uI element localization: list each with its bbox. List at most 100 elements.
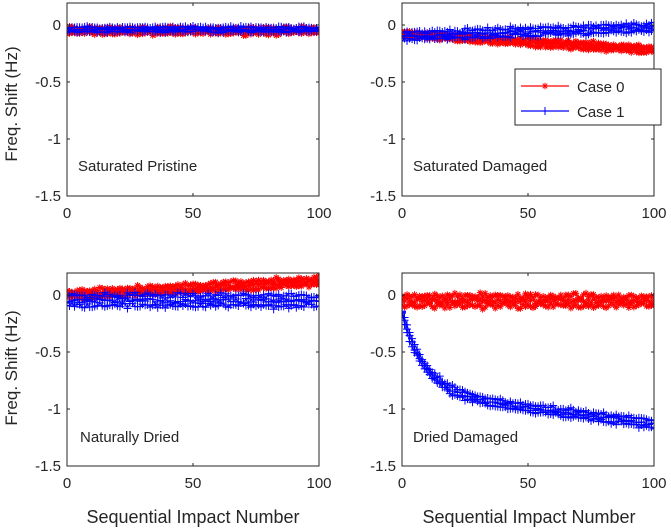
point-marker — [529, 304, 537, 312]
point-marker — [315, 23, 319, 32]
point-marker — [559, 39, 567, 47]
point-marker — [650, 415, 654, 424]
point-marker — [293, 276, 300, 284]
point-marker — [524, 292, 532, 299]
point-marker — [635, 294, 643, 302]
point-marker — [402, 293, 408, 301]
point-marker — [542, 36, 549, 44]
point-marker — [476, 289, 484, 296]
point-marker — [592, 299, 600, 306]
point-marker — [459, 295, 466, 302]
series-markers-case1 — [402, 307, 654, 425]
point-marker — [542, 302, 549, 310]
point-marker — [544, 297, 552, 305]
point-marker — [572, 37, 580, 45]
point-marker — [144, 283, 151, 290]
point-marker — [408, 334, 417, 343]
x-tick-label: 100 — [641, 475, 666, 492]
point-marker — [539, 292, 547, 300]
point-marker — [67, 288, 73, 295]
point-marker — [610, 41, 617, 48]
series-markers-case0 — [67, 273, 319, 296]
point-marker — [638, 298, 645, 306]
point-marker — [522, 39, 529, 47]
point-marker — [90, 298, 99, 307]
point-marker — [267, 276, 275, 284]
y-tick-label: -0.5 — [35, 344, 61, 361]
x-tick-label: 0 — [398, 205, 406, 222]
point-marker — [104, 285, 111, 292]
point-marker — [549, 43, 557, 51]
point-marker — [620, 293, 628, 301]
point-marker — [250, 276, 257, 284]
x-tick-label: 50 — [185, 205, 202, 222]
point-marker — [585, 296, 592, 304]
x-tick-label: 100 — [641, 205, 666, 222]
point-marker — [146, 282, 154, 289]
point-marker — [615, 291, 623, 299]
point-marker — [527, 38, 534, 46]
point-marker — [172, 282, 179, 290]
point-marker — [244, 299, 253, 308]
point-marker — [194, 288, 202, 296]
x-tick-label: 50 — [185, 475, 202, 492]
point-marker — [119, 285, 126, 293]
point-marker — [227, 283, 235, 291]
point-marker — [628, 291, 635, 299]
point-marker — [514, 290, 522, 298]
point-marker — [607, 42, 615, 49]
point-marker — [622, 42, 630, 50]
point-marker — [275, 275, 282, 283]
point-marker — [403, 295, 411, 302]
point-marker — [567, 293, 575, 300]
point-marker — [610, 295, 617, 302]
point-marker — [494, 40, 502, 48]
point-marker — [456, 300, 464, 308]
point-marker — [622, 301, 630, 308]
point-marker — [517, 295, 524, 302]
point-marker — [595, 298, 602, 306]
point-marker — [580, 291, 587, 299]
point-marker — [403, 320, 412, 329]
point-marker — [645, 293, 653, 300]
point-marker — [554, 300, 562, 308]
point-marker — [615, 46, 623, 54]
point-marker — [245, 281, 252, 289]
point-marker — [270, 277, 277, 285]
point-marker — [645, 303, 653, 310]
series-markers-case0 — [402, 294, 654, 307]
point-marker — [522, 290, 529, 298]
point-marker — [476, 296, 484, 304]
point-marker — [287, 277, 295, 285]
point-marker — [430, 369, 439, 378]
point-marker — [446, 304, 454, 311]
point-marker — [600, 303, 607, 310]
point-marker — [93, 287, 101, 294]
xlabel-left: Sequential Impact Number — [86, 507, 299, 527]
point-marker — [512, 294, 519, 302]
point-marker — [164, 286, 172, 294]
point-marker — [643, 49, 650, 56]
point-marker — [247, 278, 255, 285]
point-marker — [227, 278, 235, 285]
point-marker — [151, 284, 159, 291]
point-marker — [123, 304, 132, 313]
point-marker — [212, 278, 219, 286]
point-marker — [590, 42, 597, 50]
point-marker — [222, 282, 230, 289]
point-marker — [214, 286, 222, 293]
y-tick-label: -1.5 — [35, 188, 61, 205]
point-marker — [635, 45, 643, 53]
point-marker — [496, 303, 504, 311]
point-marker — [577, 296, 585, 303]
point-marker — [625, 41, 633, 48]
y-tick-label: -1.5 — [370, 458, 396, 475]
point-marker — [479, 298, 486, 305]
point-marker — [184, 282, 192, 289]
point-marker — [423, 295, 431, 303]
x-tick-label: 0 — [398, 475, 406, 492]
point-marker — [481, 297, 489, 305]
point-marker — [96, 284, 104, 291]
point-marker — [141, 285, 149, 293]
